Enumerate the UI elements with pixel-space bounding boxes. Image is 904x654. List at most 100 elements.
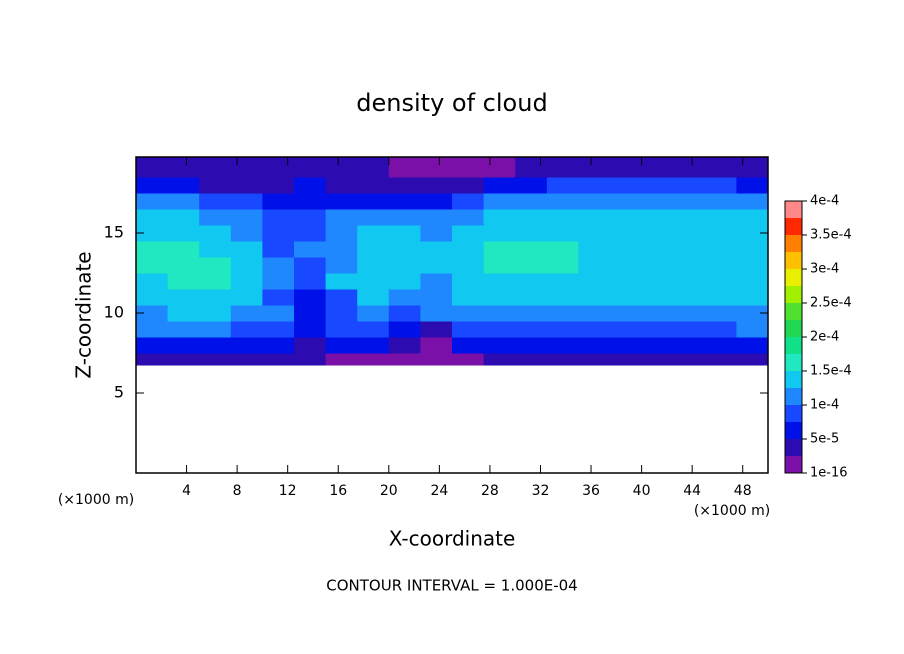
plot-frame — [135, 156, 769, 474]
field-cell — [294, 241, 327, 258]
field-cell — [199, 177, 232, 194]
field-cell — [610, 289, 643, 306]
field-cell — [452, 177, 485, 194]
field-cell — [136, 289, 169, 306]
x-axis-label: X-coordinate — [389, 527, 516, 551]
field-cell — [610, 337, 643, 354]
field-cell — [199, 353, 232, 366]
field-cell — [641, 225, 674, 242]
field-cell — [262, 353, 295, 366]
field-cell — [515, 305, 548, 322]
field-cell — [199, 257, 232, 274]
field-cell — [673, 305, 706, 322]
field-cell — [262, 337, 295, 354]
field-cell — [610, 225, 643, 242]
field-cell — [357, 305, 390, 322]
field-cell — [136, 225, 169, 242]
field-cell — [357, 273, 390, 290]
colorbar-tick-label: 3.5e-4 — [810, 228, 852, 243]
field-cell — [578, 209, 611, 226]
field-cell — [610, 193, 643, 210]
field-cell — [578, 273, 611, 290]
field-cell — [199, 337, 232, 354]
field-cell — [610, 273, 643, 290]
field-cell — [325, 273, 358, 290]
field-cell — [641, 193, 674, 210]
field-cell — [641, 337, 674, 354]
field-cell — [452, 321, 485, 338]
field-cell — [325, 241, 358, 258]
field-cell — [167, 241, 200, 258]
field-cell — [420, 193, 453, 210]
field-cell — [452, 257, 485, 274]
field-cell — [294, 177, 327, 194]
colorbar-swatch — [785, 320, 802, 337]
field-cell — [420, 273, 453, 290]
field-cell — [736, 321, 769, 338]
field-cell — [704, 353, 737, 366]
field-cell — [357, 353, 390, 366]
field-cell — [230, 177, 263, 194]
colorbar-tick-label: 2e-4 — [810, 330, 839, 345]
field-cell — [673, 177, 706, 194]
field-cell — [578, 241, 611, 258]
field-cell — [199, 241, 232, 258]
field-cell — [136, 209, 169, 226]
field-cell — [420, 353, 453, 366]
field-cell — [483, 157, 516, 178]
field-cell — [230, 193, 263, 210]
x-unit: (×1000 m) — [694, 503, 770, 519]
field-cell — [515, 225, 548, 242]
field-cell — [167, 321, 200, 338]
field-cell — [736, 241, 769, 258]
colorbar-swatch — [785, 303, 802, 320]
field-cell — [262, 225, 295, 242]
colorbar-swatch — [785, 354, 802, 371]
field-cell — [452, 273, 485, 290]
field-cell — [136, 193, 169, 210]
field-cell — [546, 241, 579, 258]
field-cell — [199, 193, 232, 210]
field-cell — [294, 225, 327, 242]
field-cell — [262, 157, 295, 178]
field-cell — [136, 257, 169, 274]
field-cell — [136, 353, 169, 366]
field-cell — [294, 305, 327, 322]
field-cell — [610, 257, 643, 274]
field-cell — [230, 157, 263, 178]
field-cell — [136, 157, 169, 178]
field-cell — [388, 305, 421, 322]
field-cell — [388, 177, 421, 194]
field-cell — [515, 337, 548, 354]
field-cell — [641, 289, 674, 306]
field-cell — [199, 273, 232, 290]
field-cell — [262, 289, 295, 306]
field-cell — [546, 353, 579, 366]
field-cell — [546, 289, 579, 306]
field-cell — [294, 273, 327, 290]
field-cell — [673, 289, 706, 306]
field-cell — [483, 209, 516, 226]
field-cell — [325, 257, 358, 274]
x-tick-label: 24 — [430, 483, 448, 499]
field-cell — [578, 257, 611, 274]
field-cell — [262, 177, 295, 194]
field-cell — [199, 321, 232, 338]
field-cell — [483, 241, 516, 258]
field-cell — [483, 337, 516, 354]
colorbar-swatch — [785, 286, 802, 303]
field-cell — [388, 157, 421, 178]
field-cell — [357, 193, 390, 210]
field-cell — [704, 257, 737, 274]
field-cell — [452, 241, 485, 258]
field-cell — [546, 193, 579, 210]
field-cell — [736, 257, 769, 274]
field-cell — [136, 337, 169, 354]
x-tick-label: 20 — [380, 483, 398, 499]
field-cell — [483, 225, 516, 242]
colorbar-tick-label: 3e-4 — [810, 262, 839, 277]
field-cell — [515, 193, 548, 210]
field-cell — [641, 321, 674, 338]
